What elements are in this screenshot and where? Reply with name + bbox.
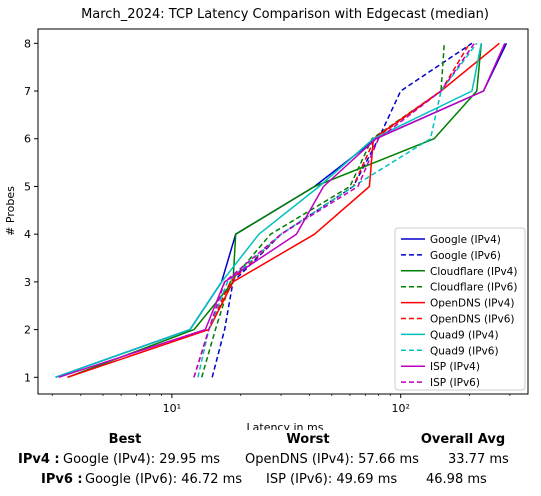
plot-frame (37, 28, 529, 395)
y-tick-label: 4 (24, 228, 31, 241)
legend-label: ISP (IPv6) (430, 377, 480, 389)
y-tick-label: 8 (24, 37, 31, 50)
latency-chart: March_2024: TCP Latency Comparison with … (4, 7, 529, 430)
x-axis-label: Latency in ms (247, 421, 324, 430)
worst-value: ISP (IPv6): 49.69 ms (266, 472, 398, 487)
legend: Google (IPv4) Google (IPv6) Cloudflare (IP… (394, 227, 526, 391)
y-axis-label: # Probes (4, 186, 17, 236)
legend-label: Quad9 (IPv4) (430, 329, 499, 341)
y-tick-label: 7 (24, 85, 31, 98)
series-line-isp-ipv4 (58, 42, 506, 379)
series-line-isp-ipv6 (193, 42, 476, 378)
legend-label: ISP (IPv4) (430, 361, 480, 373)
x-tick-label: 10² (391, 402, 409, 415)
summary-header-worst: Worst (286, 432, 330, 447)
legend-label: Google (IPv6) (430, 250, 501, 262)
series-line-cloudflare-ipv4 (67, 43, 483, 379)
series-line-quad9-ipv4 (55, 43, 483, 379)
legend-label: Quad9 (IPv6) (430, 345, 499, 357)
summary-header-avg: Overall Avg (420, 432, 506, 447)
legend-label: OpenDNS (IPv6) (430, 314, 515, 326)
chart-title: March_2024: TCP Latency Comparison with … (81, 7, 489, 22)
row-label: IPv6 : (41, 472, 83, 487)
series-line-google-ipv6 (211, 42, 473, 378)
y-tick-label: 5 (24, 180, 31, 193)
legend-label: OpenDNS (IPv4) (430, 298, 515, 310)
summary-header-best: Best (108, 432, 142, 447)
avg-value: 46.98 ms (426, 472, 487, 487)
legend-box (394, 227, 526, 391)
y-tick-label: 6 (24, 133, 31, 146)
best-value: Google (IPv6): 46.72 ms (85, 472, 243, 487)
series-lines (55, 42, 508, 379)
x-tick-label: 10¹ (163, 402, 181, 415)
best-value: Google (IPv4): 29.95 ms (63, 452, 221, 467)
summary-row-ipv6: IPv6 : Google (IPv6): 46.72 ms ISP (IPv6… (0, 472, 541, 492)
worst-value: OpenDNS (IPv4): 57.66 ms (245, 452, 419, 467)
y-tick-label: 1 (24, 371, 31, 384)
avg-value: 33.77 ms (448, 452, 509, 467)
legend-label: Cloudflare (IPv6) (430, 282, 517, 294)
summary-table: Best Worst Overall Avg IPv4 : Google (IP… (0, 430, 541, 496)
y-tick-label: 3 (24, 276, 31, 289)
row-label: IPv4 : (18, 452, 60, 467)
axis-ticks: 1 2 3 4 5 6 7 8 10¹ 10² (24, 37, 511, 415)
legend-label: Cloudflare (IPv4) (430, 266, 517, 278)
legend-label: Google (IPv4) (430, 234, 501, 246)
y-tick-label: 2 (24, 324, 31, 337)
summary-row-ipv4: IPv4 : Google (IPv4): 29.95 ms OpenDNS (… (0, 452, 541, 472)
